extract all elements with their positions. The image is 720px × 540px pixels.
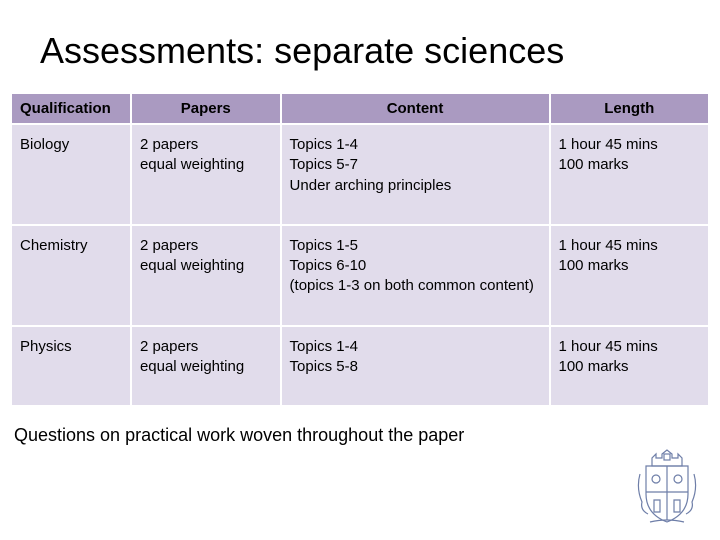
cell-length: 1 hour 45 mins100 marks xyxy=(550,124,710,225)
table-row: Chemistry2 papersequal weightingTopics 1… xyxy=(11,225,709,326)
col-content: Content xyxy=(281,93,550,124)
cell-qualification: Biology xyxy=(11,124,131,225)
crest-icon xyxy=(632,444,702,526)
col-papers: Papers xyxy=(131,93,281,124)
col-length: Length xyxy=(550,93,710,124)
table-body: Biology2 papersequal weightingTopics 1-4… xyxy=(11,124,709,406)
footnote-text: Questions on practical work woven throug… xyxy=(0,407,720,446)
cell-content: Topics 1-5Topics 6-10(topics 1-3 on both… xyxy=(281,225,550,326)
cell-content: Topics 1-4Topics 5-8 xyxy=(281,326,550,407)
cell-papers: 2 papersequal weighting xyxy=(131,326,281,407)
cell-papers: 2 papersequal weighting xyxy=(131,225,281,326)
cell-content: Topics 1-4Topics 5-7Under arching princi… xyxy=(281,124,550,225)
table-row: Biology2 papersequal weightingTopics 1-4… xyxy=(11,124,709,225)
assessments-table: Qualification Papers Content Length Biol… xyxy=(10,92,710,407)
cell-qualification: Physics xyxy=(11,326,131,407)
col-qualification: Qualification xyxy=(11,93,131,124)
cell-qualification: Chemistry xyxy=(11,225,131,326)
page-title: Assessments: separate sciences xyxy=(0,0,720,92)
table-header-row: Qualification Papers Content Length xyxy=(11,93,709,124)
cell-papers: 2 papersequal weighting xyxy=(131,124,281,225)
cell-length: 1 hour 45 mins100 marks xyxy=(550,326,710,407)
cell-length: 1 hour 45 mins100 marks xyxy=(550,225,710,326)
table-row: Physics2 papersequal weightingTopics 1-4… xyxy=(11,326,709,407)
